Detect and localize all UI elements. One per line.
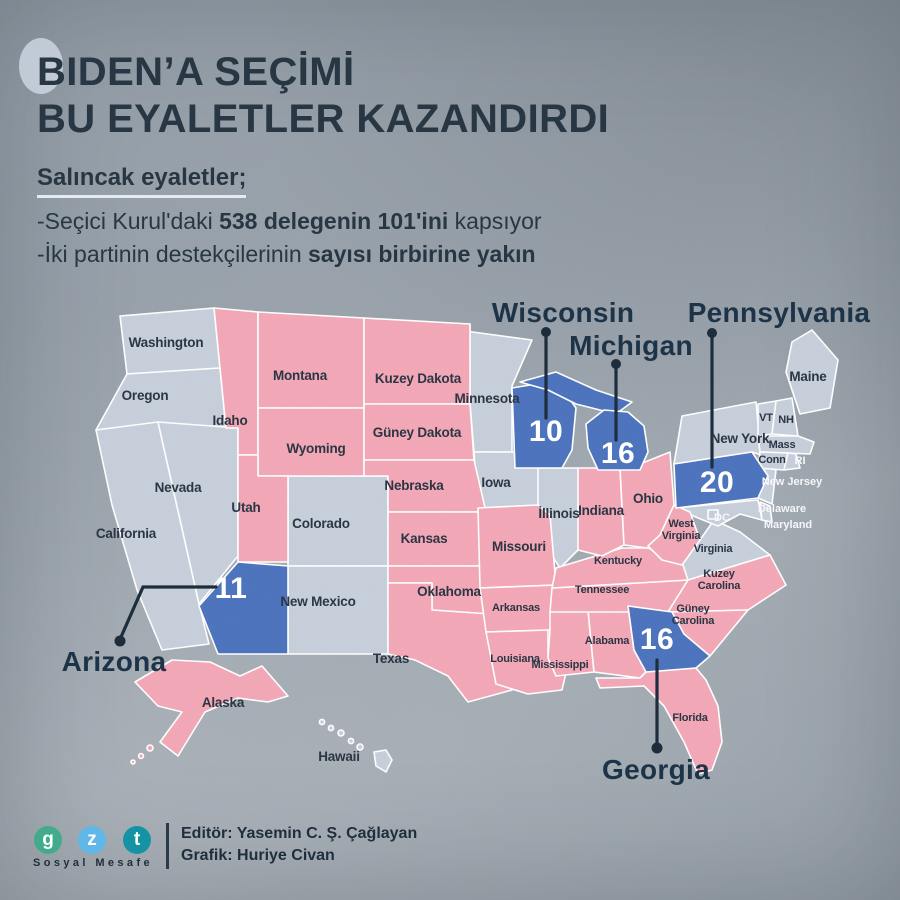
state-label-washington: Washington xyxy=(129,335,204,350)
state-label-oklahoma: Oklahoma xyxy=(417,584,481,599)
state-label-texas: Texas xyxy=(373,651,409,666)
pennsylvania-callout-label: Pennsylvania xyxy=(688,297,871,328)
credit-editor: Editör: Yasemin C. Ş. Çağlayan xyxy=(181,825,418,842)
callout-labels-layer: Wisconsin Michigan Pennsylvania Arizona … xyxy=(62,297,871,785)
state-label-vt: VT xyxy=(759,412,773,424)
gzt-logo-g: g xyxy=(34,826,62,854)
state-label-oregon: Oregon xyxy=(122,388,169,403)
state-label-montana: Montana xyxy=(273,368,328,383)
state-label-indiana: Indiana xyxy=(578,503,625,518)
callout-lines-layer xyxy=(114,327,717,754)
state-label-louisiana: Louisiana xyxy=(490,653,541,665)
pennsylvania-callout-dot xyxy=(707,328,717,338)
michigan-callout-dot xyxy=(611,359,621,369)
state-label-west-virginia-l2: Virginia xyxy=(662,530,702,542)
state-label-utah: Utah xyxy=(231,500,260,515)
state-label-maine: Maine xyxy=(789,369,827,384)
state-label-conn: Conn xyxy=(758,454,786,466)
state-label-iowa: Iowa xyxy=(481,475,511,490)
michigan-callout-label: Michigan xyxy=(569,330,693,361)
state-label-minnesota: Minnesota xyxy=(455,391,521,406)
footer-divider xyxy=(166,823,169,869)
state-label-missouri: Missouri xyxy=(492,539,546,554)
pennsylvania-votes: 20 xyxy=(700,466,734,499)
state-label-mississippi: Mississippi xyxy=(531,659,588,671)
state-label-new-jersey: New Jersey xyxy=(762,476,823,488)
state-label-arkansas: Arkansas xyxy=(492,602,540,614)
georgia-callout-dot xyxy=(651,742,663,754)
wisconsin-callout-dot xyxy=(541,327,551,337)
state-label-dc: DC xyxy=(714,512,730,524)
state-label-kuzey-carolina-l2: Carolina xyxy=(698,580,741,592)
state-label-kuzey-carolina-l1: Kuzey xyxy=(703,568,735,580)
state-label-wyoming: Wyoming xyxy=(286,441,345,456)
state-label-kansas: Kansas xyxy=(401,531,448,546)
state-label-new-mexico: New Mexico xyxy=(280,594,355,609)
michigan-votes: 16 xyxy=(601,437,635,470)
state-label-nevada: Nevada xyxy=(155,480,203,495)
gzt-logo-t: t xyxy=(123,826,151,854)
state-label-virginia: Virginia xyxy=(694,543,734,555)
state-label-west-virginia-l1: West xyxy=(668,518,694,530)
state-label-ri: RI xyxy=(795,455,806,467)
state-label-idaho: Idaho xyxy=(213,413,248,428)
electoral-votes-layer: 10 16 20 11 16 xyxy=(215,415,734,656)
state-label-hawaii: Hawaii xyxy=(318,749,360,764)
state-label-guney-carolina-l1: Güney xyxy=(676,603,710,615)
state-label-nebraska: Nebraska xyxy=(384,478,444,493)
state-label-kentucky: Kentucky xyxy=(594,555,643,567)
wisconsin-callout-label: Wisconsin xyxy=(492,297,634,328)
georgia-votes: 16 xyxy=(640,623,674,656)
state-label-colorado: Colorado xyxy=(292,516,350,531)
georgia-callout-label: Georgia xyxy=(602,754,710,785)
state-label-tennessee: Tennessee xyxy=(575,584,629,596)
state-label-mass: Mass xyxy=(769,439,796,451)
wisconsin-votes: 10 xyxy=(529,415,563,448)
state-label-delaware: Delaware xyxy=(758,503,806,515)
state-label-guney-carolina-l2: Carolina xyxy=(672,615,715,627)
state-label-new-york: New York xyxy=(711,431,770,446)
state-label-ohio: Ohio xyxy=(633,491,663,506)
state-label-nh: NH xyxy=(778,414,794,426)
arizona-callout-dot xyxy=(114,635,126,647)
state-label-guney-dakota: Güney Dakota xyxy=(373,425,462,440)
credits-block: Editör: Yasemin C. Ş. Çağlayan Grafik: H… xyxy=(181,823,417,867)
state-label-florida: Florida xyxy=(672,712,708,724)
arizona-votes: 11 xyxy=(215,572,248,605)
credit-graphic: Grafik: Huriye Civan xyxy=(181,847,335,864)
state-label-maryland: Maryland xyxy=(764,519,812,531)
state-label-illinois: İllinois xyxy=(538,506,579,521)
logo-caption: Sosyal Mesafe xyxy=(33,857,154,869)
state-labels-layer: Washington Oregon California Nevada Idah… xyxy=(96,335,828,764)
arizona-callout-line xyxy=(119,585,218,639)
state-label-kuzey-dakota: Kuzey Dakota xyxy=(375,371,462,386)
state-label-alaska: Alaska xyxy=(202,695,245,710)
state-label-alabama: Alabama xyxy=(585,635,631,647)
gzt-logo-z: z xyxy=(78,826,106,854)
state-label-california: California xyxy=(96,526,157,541)
arizona-callout-label: Arizona xyxy=(62,646,167,677)
